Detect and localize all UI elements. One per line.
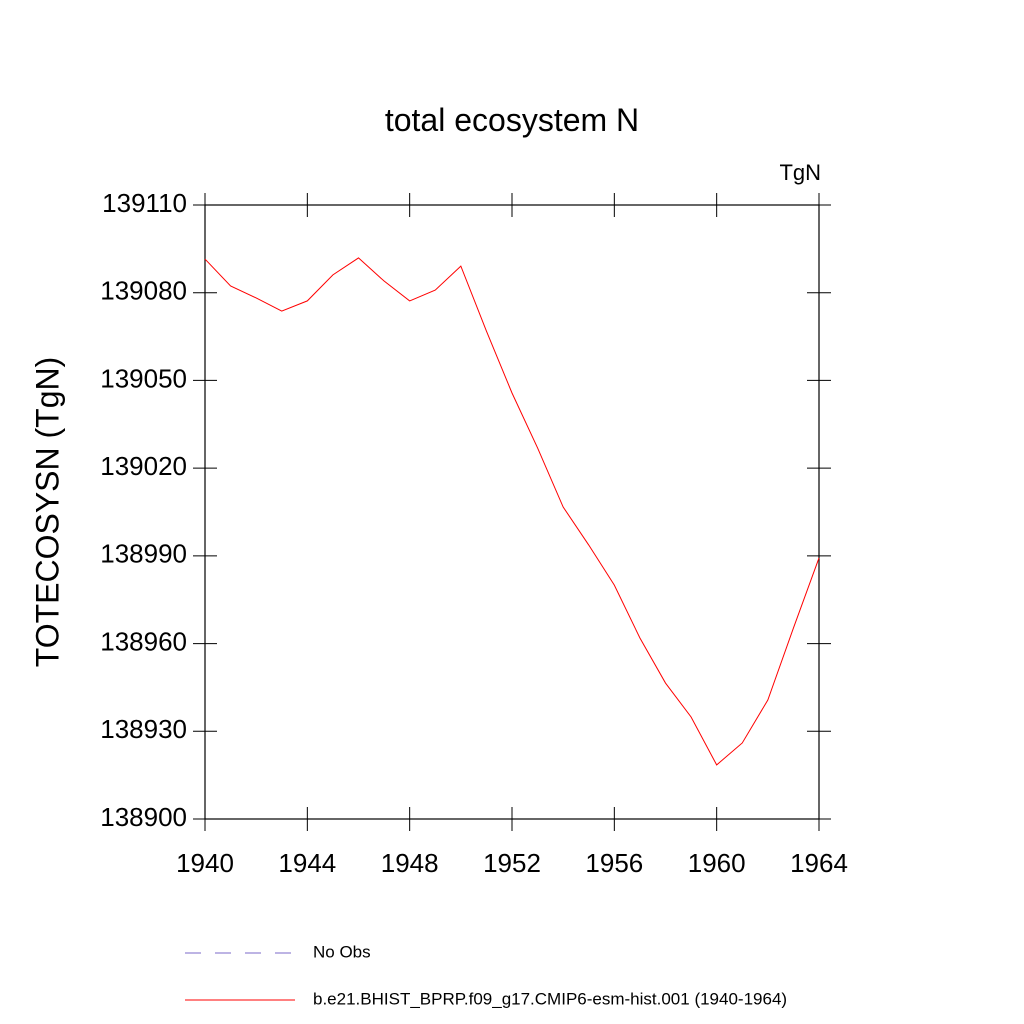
x-tick-label: 1952 bbox=[483, 848, 541, 878]
y-axis-label: TOTECOSYSN (TgN) bbox=[29, 357, 65, 668]
y-tick-label: 139080 bbox=[100, 276, 187, 306]
y-tick-label: 139050 bbox=[100, 363, 187, 393]
legend-label: No Obs bbox=[313, 942, 371, 961]
x-tick-label: 1960 bbox=[688, 848, 746, 878]
x-tick-label: 1940 bbox=[176, 848, 234, 878]
y-tick-label: 139110 bbox=[102, 188, 187, 218]
y-tick-label: 138960 bbox=[100, 626, 187, 656]
y-tick-label: 139020 bbox=[100, 451, 187, 481]
x-tick-label: 1944 bbox=[278, 848, 336, 878]
x-tick-label: 1948 bbox=[381, 848, 439, 878]
x-tick-label: 1956 bbox=[585, 848, 643, 878]
legend-label: b.e21.BHIST_BPRP.f09_g17.CMIP6-esm-hist.… bbox=[313, 989, 787, 1008]
y-tick-label: 138900 bbox=[100, 802, 187, 832]
x-tick-label: 1964 bbox=[790, 848, 848, 878]
chart-title: total ecosystem N bbox=[385, 102, 639, 138]
plot-frame bbox=[204, 204, 820, 820]
units-label: TgN bbox=[779, 160, 821, 185]
y-tick-label: 138930 bbox=[100, 714, 187, 744]
data-line bbox=[204, 257, 820, 766]
y-tick-label: 138990 bbox=[100, 539, 187, 569]
